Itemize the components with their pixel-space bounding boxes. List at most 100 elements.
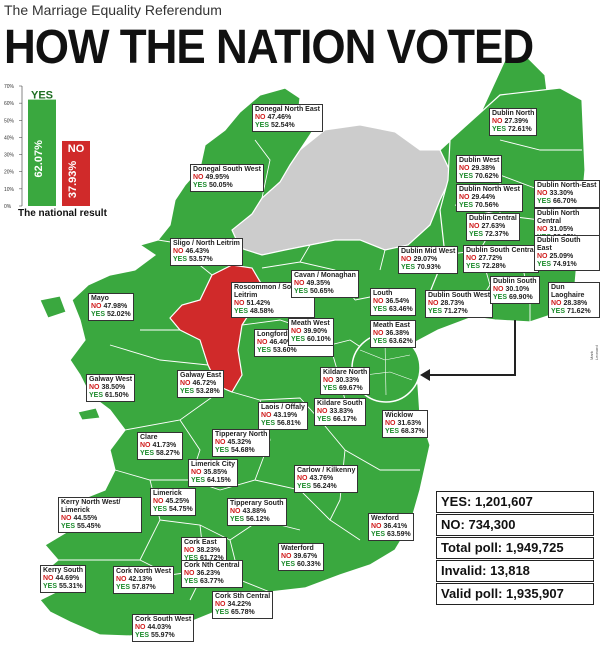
constituency-name: Dublin Central [469,215,517,222]
constituency-yes-result: YES 74.91% [537,261,577,268]
constituency-box: Wexford NO 36.41% YES 63.59% [368,513,414,541]
constituency-yes-result: YES 66.17% [317,416,357,423]
constituency-name: Dublin South Central [466,247,536,254]
chart-ytick-label: 60% [4,101,15,107]
constituency-yes-result: YES 71.27% [428,308,468,315]
constituency-no-result: NO 47.46% [255,114,292,121]
constituency-name: Laois / Offaly [261,404,305,411]
constituency-box: Donegal North East NO 47.46% YES 52.54% [252,104,323,132]
chart-ytick-label: 40% [4,135,15,141]
constituency-box: Roscommon / South Leitrim NO 51.42% YES 48… [231,282,315,318]
constituency-name: Limerick [153,490,182,497]
constituency-no-result: NO 46.43% [173,248,210,255]
constituency-box: Dublin West NO 29.38% YES 70.62% [456,155,503,183]
constituency-yes-result: YES 55.45% [61,523,101,530]
constituency-no-result: NO 44.03% [135,624,172,631]
constituency-no-result: NO 33.83% [317,408,354,415]
constituency-yes-result: YES 56.12% [230,516,270,523]
constituency-box: Dublin Central NO 27.63% YES 72.37% [466,213,520,241]
total-yes: YES: 1,201,607 [436,491,594,513]
constituency-name: Dublin North Central [537,210,580,225]
constituency-yes-result: YES 55.31% [43,583,83,590]
constituency-name: Dublin North West [459,186,520,193]
page-title: HOW THE NATION VOTED [4,20,534,74]
total-invalid: Invalid: 13,818 [436,560,594,582]
constituency-name: Cork Nth Central [184,562,240,569]
constituency-name: Clare [140,434,158,441]
constituency-name: Dublin Mid West [401,248,456,255]
constituency-no-result: NO 45.25% [153,498,190,505]
constituency-no-result: NO 36.41% [371,523,408,530]
constituency-no-result: NO 36.54% [373,298,410,305]
constituency-no-result: NO 34.22% [215,601,252,608]
constituency-box: Carlow / Kilkenny NO 43.76% YES 56.24% [294,465,359,493]
constituency-no-result: NO 41.73% [140,442,177,449]
constituency-yes-result: YES 56.81% [261,420,301,427]
constituency-no-result: NO 39.90% [291,328,328,335]
constituency-yes-result: YES 71.62% [551,308,591,315]
constituency-box: Wicklow NO 31.63% YES 68.37% [382,410,428,438]
constituency-name: Sligo / North Leitrim [173,240,240,247]
constituency-box: Meath East NO 36.38% YES 63.62% [370,320,416,348]
constituency-name: Cork Sth Central [215,593,271,600]
national-result-caption: The national result [18,208,107,219]
constituency-name: Donegal North East [255,106,320,113]
constituency-box: Dublin South Central NO 27.72% YES 72.28% [463,245,539,273]
constituency-name: Louth [373,290,393,297]
constituency-yes-result: YES 72.28% [466,263,506,270]
constituency-box: Tipperary North NO 45.32% YES 54.68% [212,429,271,457]
constituency-no-result: NO 27.72% [466,255,503,262]
aran-islands [77,407,101,421]
constituency-box: Dublin South West NO 28.73% YES 71.27% [425,290,494,318]
constituency-box: Dun Laoghaire NO 28.38% YES 71.62% [548,282,600,318]
constituency-no-result: NO 47.98% [91,303,128,310]
constituency-no-result: NO 27.63% [469,223,506,230]
total-poll: Total poll: 1,949,725 [436,537,594,559]
constituency-no-result: NO 30.10% [493,286,530,293]
constituency-yes-result: YES 63.62% [373,338,413,345]
constituency-name: Wexford [371,515,399,522]
constituency-yes-result: YES 68.37% [385,428,425,435]
constituency-box: Dublin North-East NO 33.30% YES 66.70% [534,180,600,208]
chart-ytick-label: 20% [4,170,15,176]
constituency-box: Cavan / Monaghan NO 49.35% YES 50.65% [291,270,359,298]
constituency-box: Tipperary South NO 43.88% YES 56.12% [227,498,287,526]
constituency-name: Cork East [184,539,217,546]
constituency-box: Limerick City NO 35.85% YES 64.15% [188,459,238,487]
constituency-yes-result: YES 61.50% [89,392,129,399]
constituency-no-result: NO 31.63% [385,420,422,427]
constituency-box: Cork Sth Central NO 34.22% YES 65.78% [212,591,274,619]
constituency-yes-result: YES 48.58% [234,308,274,315]
chart-value-label: 37.93% [67,161,79,199]
chart-category-label: YES [31,90,53,102]
constituency-box: Galway West NO 38.50% YES 61.50% [86,374,136,402]
constituency-name: Waterford [281,545,314,552]
constituency-box: Sligo / North Leitrim NO 46.43% YES 53.57% [170,238,243,266]
constituency-box: Cork South West NO 44.03% YES 55.97% [132,614,195,642]
constituency-yes-result: YES 63.77% [184,578,224,585]
constituency-name: Galway West [89,376,133,383]
constituency-yes-result: YES 55.97% [135,632,175,639]
totals-panel: YES: 1,201,607 NO: 734,300 Total poll: 1… [436,491,594,606]
constituency-yes-result: YES 57.87% [116,584,156,591]
constituency-no-result: NO 43.88% [230,508,267,515]
constituency-no-result: NO 49.95% [193,174,230,181]
constituency-no-result: NO 29.07% [401,256,438,263]
dublin-connector-line [428,320,516,376]
total-no: NO: 734,300 [436,514,594,536]
constituency-name: Dublin South East [537,237,581,252]
constituency-no-result: NO 25.09% [537,253,574,260]
total-valid-poll: Valid poll: 1,935,907 [436,583,594,605]
chart-ytick-label: 50% [4,118,15,124]
constituency-name: Meath West [291,320,330,327]
chart-value-label: 62.07% [33,140,45,178]
constituency-name: Kerry North West/ Limerick [61,499,121,514]
constituency-no-result: NO 39.67% [281,553,318,560]
constituency-yes-result: YES 70.93% [401,264,441,271]
constituency-no-result: NO 31.05% [537,226,574,233]
constituency-name: Roscommon / South Leitrim [234,284,303,299]
constituency-box: Galway East NO 46.72% YES 53.28% [177,370,225,398]
constituency-name: Dublin South [493,278,537,285]
constituency-no-result: NO 46.40% [257,339,294,346]
constituency-name: Mayo [91,295,109,302]
